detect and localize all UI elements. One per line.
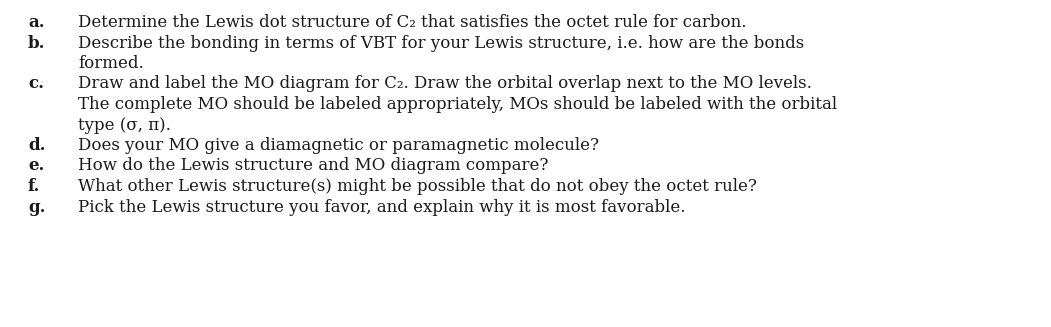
Text: type (σ, π).: type (σ, π).	[78, 116, 171, 133]
Text: Does your MO give a diamagnetic or paramagnetic molecule?: Does your MO give a diamagnetic or param…	[78, 137, 599, 154]
Text: What other Lewis structure(s) might be possible that do not obey the octet rule?: What other Lewis structure(s) might be p…	[78, 178, 757, 195]
Text: g.: g.	[28, 198, 45, 215]
Text: Pick the Lewis structure you favor, and explain why it is most favorable.: Pick the Lewis structure you favor, and …	[78, 198, 685, 215]
Text: How do the Lewis structure and MO diagram compare?: How do the Lewis structure and MO diagra…	[78, 158, 549, 175]
Text: Describe the bonding in terms of VBT for your Lewis structure, i.e. how are the : Describe the bonding in terms of VBT for…	[78, 35, 804, 51]
Text: d.: d.	[28, 137, 45, 154]
Text: b.: b.	[28, 35, 45, 51]
Text: formed.: formed.	[78, 55, 144, 72]
Text: e.: e.	[28, 158, 44, 175]
Text: a.: a.	[28, 14, 44, 31]
Text: c.: c.	[28, 76, 44, 93]
Text: Determine the Lewis dot structure of C₂ that satisfies the octet rule for carbon: Determine the Lewis dot structure of C₂ …	[78, 14, 746, 31]
Text: Draw and label the MO diagram for C₂. Draw the orbital overlap next to the MO le: Draw and label the MO diagram for C₂. Dr…	[78, 76, 811, 93]
Text: The complete MO should be labeled appropriately, MOs should be labeled with the : The complete MO should be labeled approp…	[78, 96, 838, 113]
Text: f.: f.	[28, 178, 40, 195]
